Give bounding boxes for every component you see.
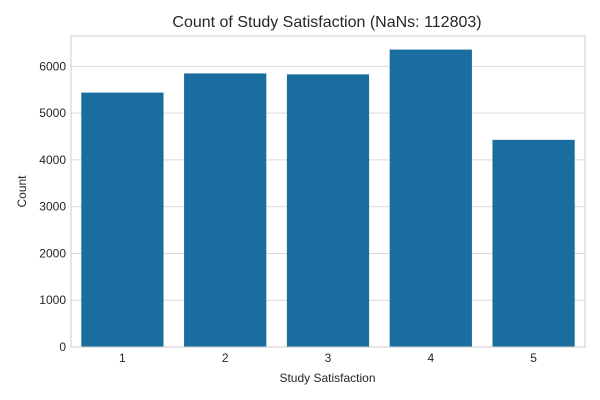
x-axis-ticks: 1 2 3 4 5: [119, 351, 537, 365]
x-tick-label: 1: [119, 351, 126, 365]
x-tick-label: 4: [427, 351, 434, 365]
x-tick-label: 5: [530, 351, 537, 365]
y-tick-label: 0: [59, 340, 66, 354]
bar-5: [492, 139, 575, 347]
x-tick-label: 3: [325, 351, 332, 365]
bar-3: [286, 74, 370, 347]
y-tick-label: 3000: [39, 200, 66, 214]
y-axis-ticks: 0 1000 2000 3000 4000 5000 6000: [39, 59, 66, 354]
bar-2: [184, 73, 267, 347]
plot-frame: [70, 35, 586, 348]
y-tick-label: 2000: [39, 246, 66, 260]
bars: [81, 49, 575, 347]
bar-1: [81, 92, 164, 347]
bar-4: [389, 49, 472, 347]
x-tick-label: 2: [222, 351, 229, 365]
y-tick-label: 6000: [39, 59, 66, 73]
chart-title: Count of Study Satisfaction (NaNs: 11280…: [172, 14, 481, 31]
y-tick-label: 5000: [39, 106, 66, 120]
y-tick-label: 1000: [39, 293, 66, 307]
x-axis-label: Study Satisfaction: [279, 371, 375, 385]
y-tick-label: 4000: [39, 153, 66, 167]
y-axis-label: Count: [15, 175, 29, 208]
